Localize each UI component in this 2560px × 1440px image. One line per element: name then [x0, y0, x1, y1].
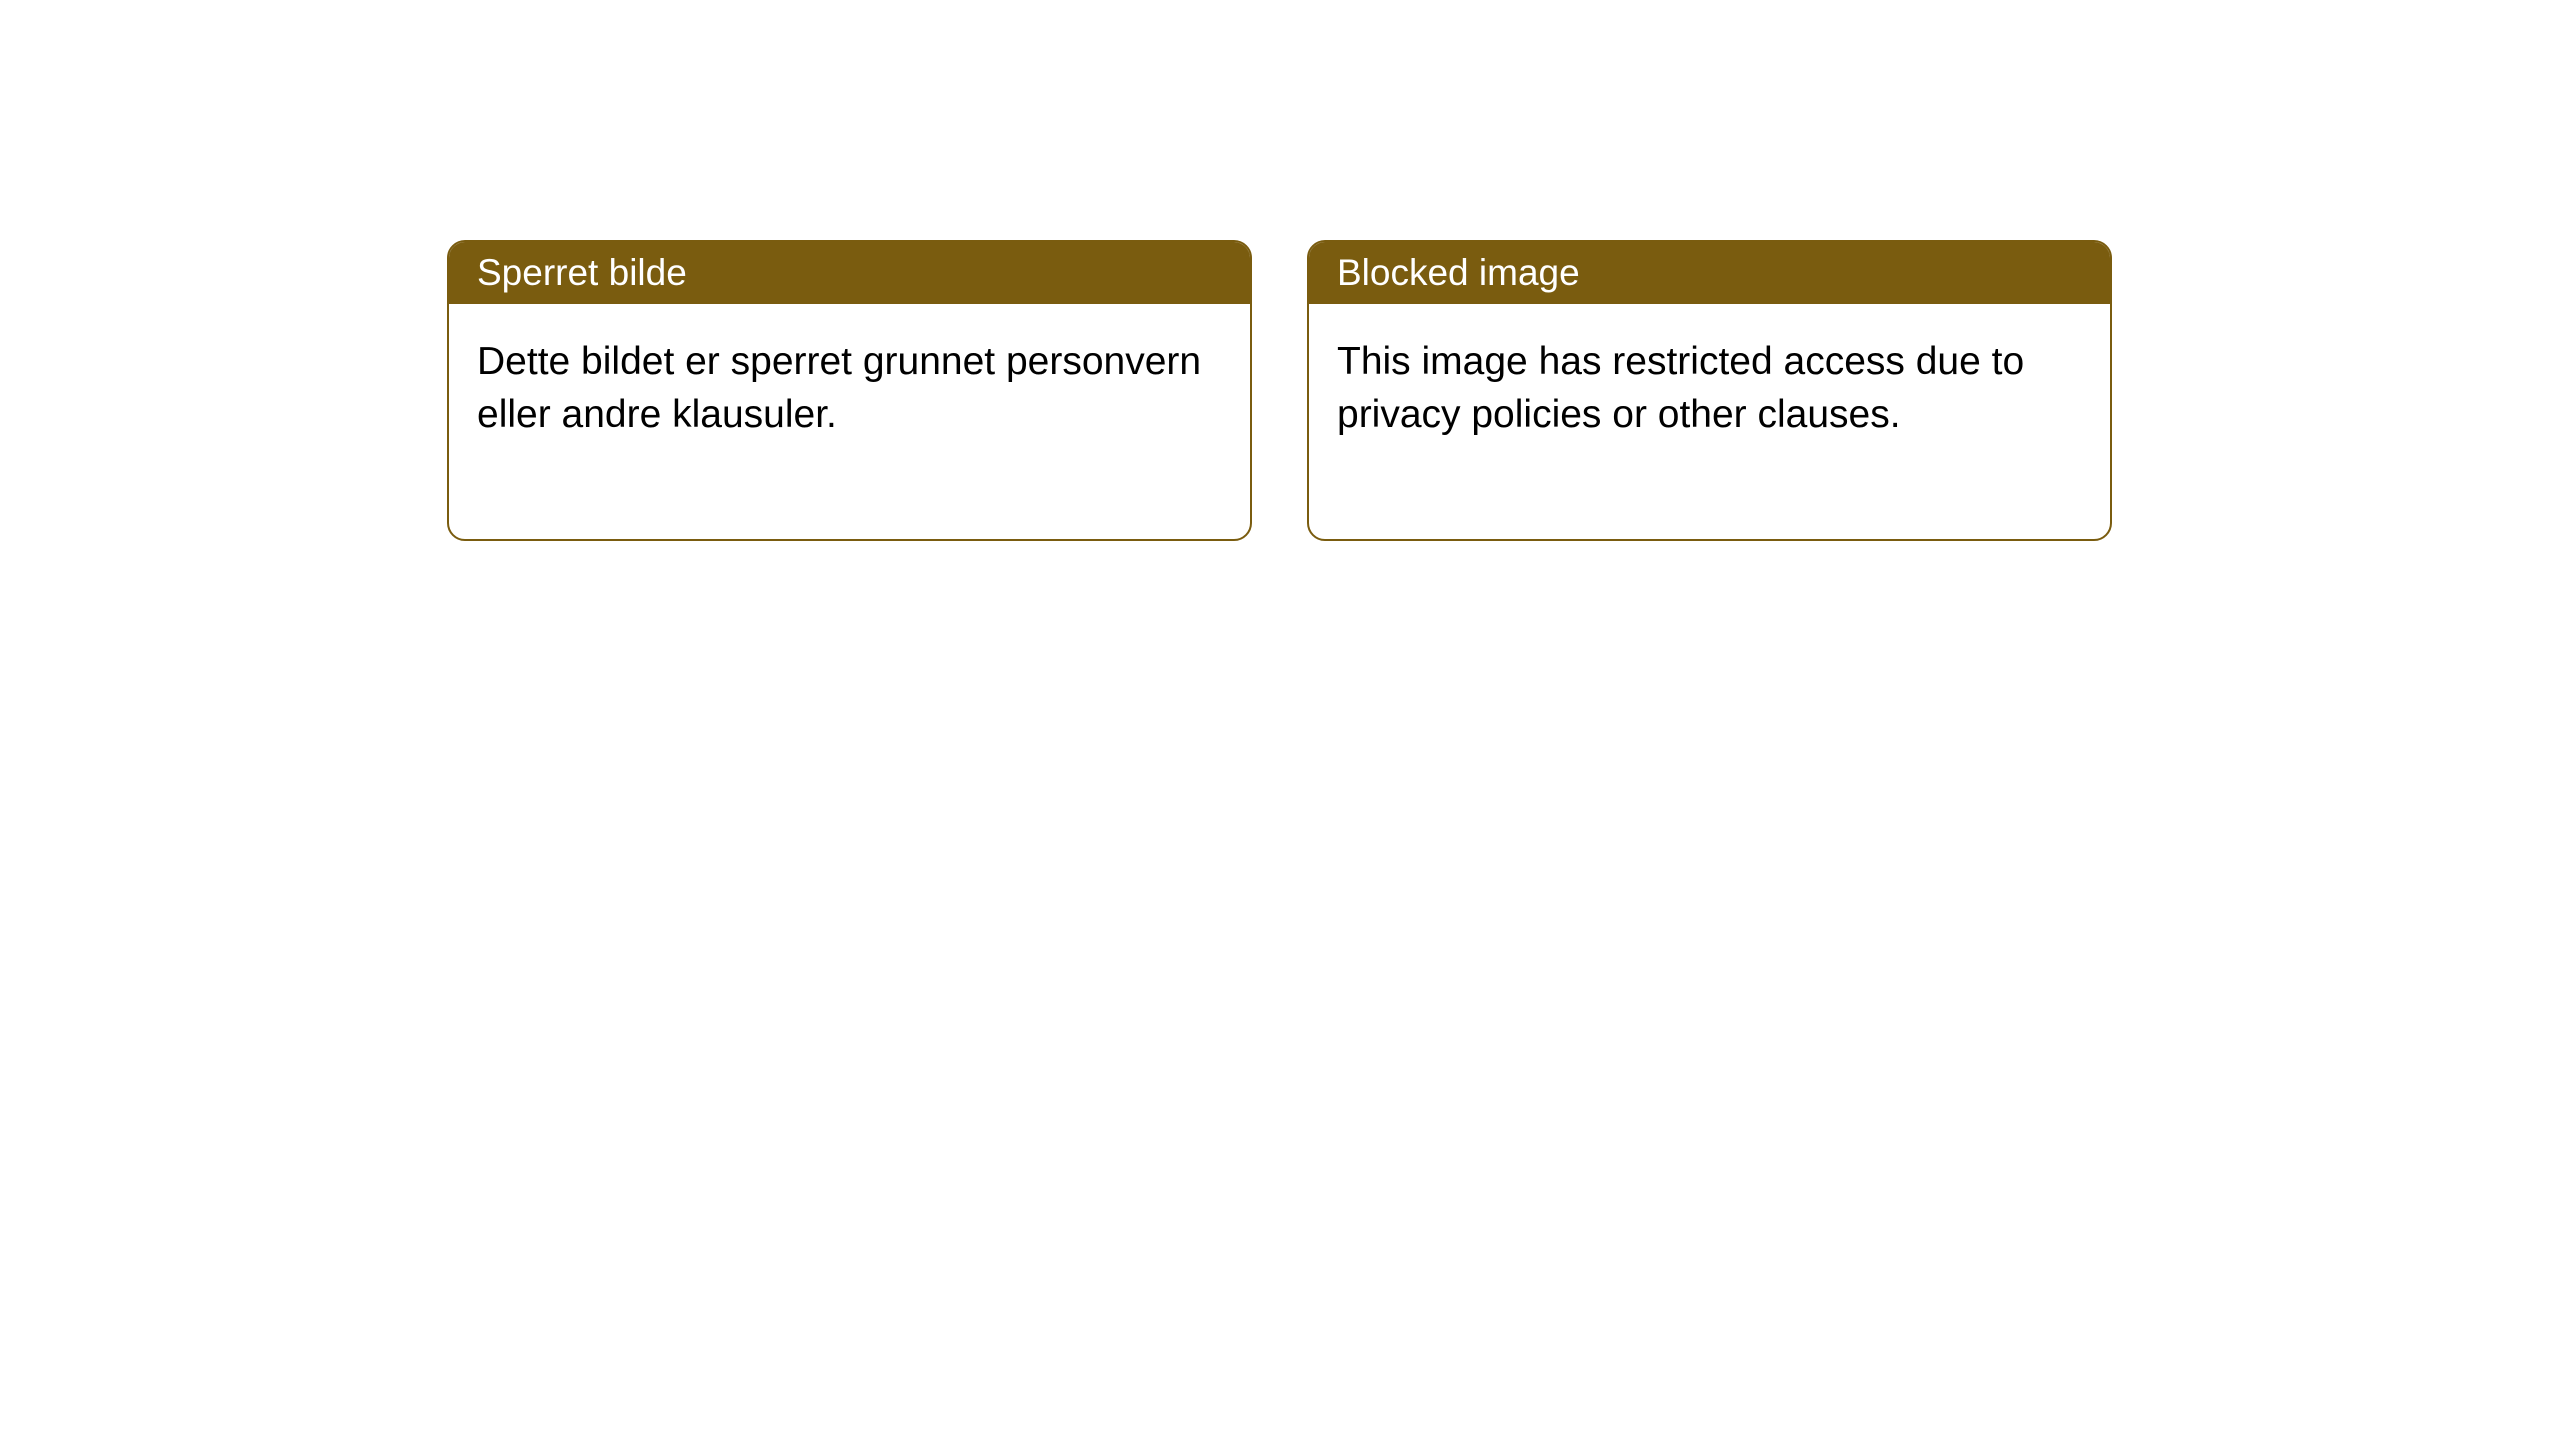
card-body-english: This image has restricted access due to … [1309, 304, 2110, 539]
notice-card-english: Blocked image This image has restricted … [1307, 240, 2112, 541]
card-header-norwegian: Sperret bilde [449, 242, 1250, 304]
notice-cards-container: Sperret bilde Dette bildet er sperret gr… [0, 0, 2560, 541]
notice-card-norwegian: Sperret bilde Dette bildet er sperret gr… [447, 240, 1252, 541]
card-message: Dette bildet er sperret grunnet personve… [477, 340, 1201, 436]
card-title: Sperret bilde [477, 252, 687, 293]
card-message: This image has restricted access due to … [1337, 340, 2024, 436]
card-body-norwegian: Dette bildet er sperret grunnet personve… [449, 304, 1250, 539]
card-title: Blocked image [1337, 252, 1580, 293]
card-header-english: Blocked image [1309, 242, 2110, 304]
